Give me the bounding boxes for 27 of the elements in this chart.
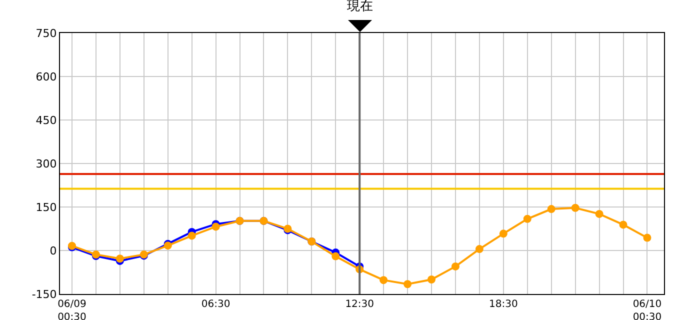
point (428, 276, 436, 284)
point (380, 276, 388, 284)
y-tick-label: 750 (36, 26, 57, 40)
point (523, 214, 532, 223)
y-tick-label: -150 (32, 288, 57, 301)
y-tick-label: 150 (36, 200, 57, 214)
point (547, 205, 556, 214)
point (475, 245, 484, 254)
x-tick-label: 18:30 (488, 299, 518, 310)
point (571, 204, 580, 212)
point (188, 232, 196, 240)
y-tick-label: 0 (50, 244, 57, 258)
point (332, 252, 340, 260)
y-tick-label: 300 (36, 157, 57, 170)
x-tick-label: 06/10 00:30 (632, 299, 662, 320)
point (643, 234, 652, 242)
x-tick-label: 06/09 00:30 (58, 299, 86, 320)
x-tick-label: 12:30 (345, 299, 374, 310)
y-tick-label: 450 (36, 114, 57, 127)
x-tick-label: 06:30 (201, 299, 230, 310)
point (451, 262, 460, 270)
point (595, 210, 604, 218)
point (619, 220, 628, 229)
y-tick-label: 600 (36, 70, 57, 84)
point (404, 280, 412, 288)
point (499, 230, 508, 238)
point (212, 222, 220, 231)
